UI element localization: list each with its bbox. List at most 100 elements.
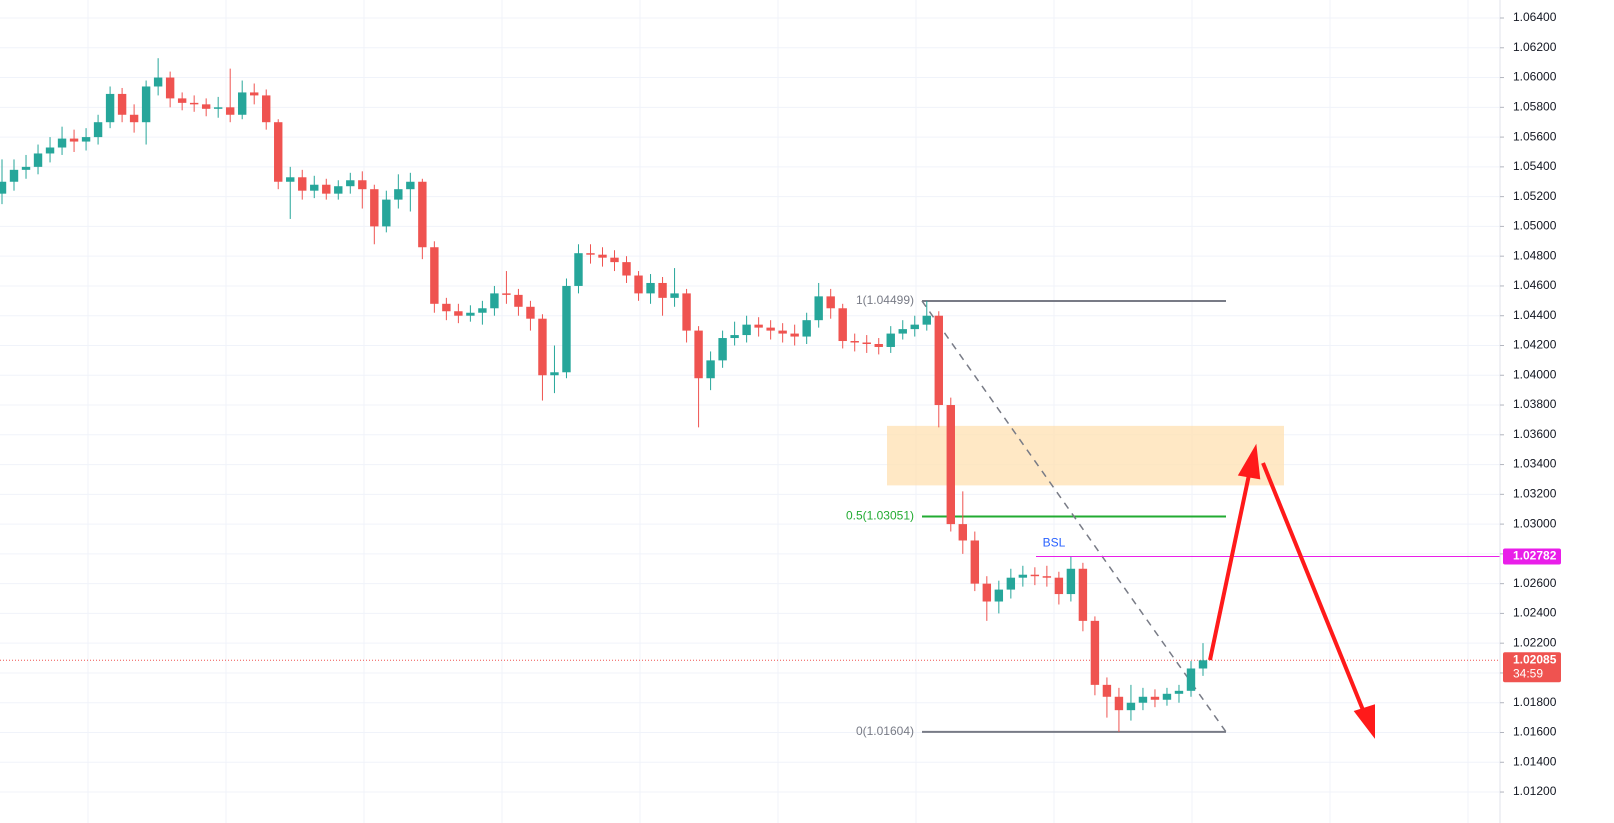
y-tick-label: 1.05600 bbox=[1513, 129, 1557, 143]
y-tick-label: 1.04000 bbox=[1513, 367, 1557, 381]
candle-body bbox=[970, 540, 980, 584]
candle-body bbox=[910, 324, 919, 330]
fib-label: 1(1.04499) bbox=[856, 293, 914, 307]
candle-body bbox=[406, 181, 415, 190]
candle-body bbox=[850, 341, 859, 343]
candle-body bbox=[21, 166, 31, 170]
candle-body bbox=[478, 308, 487, 313]
candle-body bbox=[382, 199, 391, 227]
candle-body bbox=[682, 293, 691, 331]
candle-body bbox=[153, 77, 163, 87]
y-tick-label: 1.01200 bbox=[1513, 784, 1557, 798]
arrow-up-shaft bbox=[1208, 469, 1252, 661]
candle-body bbox=[274, 122, 283, 182]
candle-body bbox=[766, 327, 775, 331]
candle-body bbox=[322, 184, 331, 194]
candle-body bbox=[1042, 576, 1052, 578]
candle-body bbox=[754, 324, 763, 328]
bsl-label: BSL bbox=[1043, 536, 1066, 550]
candle-body bbox=[286, 177, 295, 182]
y-tick-label: 1.01800 bbox=[1513, 695, 1557, 709]
y-tick-label: 1.04800 bbox=[1513, 248, 1557, 262]
candle-body bbox=[129, 114, 139, 123]
supply-zone bbox=[887, 425, 1284, 486]
candle-body bbox=[45, 147, 55, 154]
y-tick-label: 1.05000 bbox=[1513, 219, 1557, 233]
candle-body bbox=[550, 372, 559, 376]
candle-body bbox=[1006, 577, 1016, 590]
candle-body bbox=[213, 107, 223, 109]
y-tick-label: 1.03200 bbox=[1513, 487, 1557, 501]
y-tick-label: 1.04400 bbox=[1513, 308, 1557, 322]
y-tick-label: 1.03800 bbox=[1513, 397, 1557, 411]
candle-body bbox=[670, 293, 679, 298]
candle-body bbox=[634, 275, 643, 294]
y-tick-label: 1.03000 bbox=[1513, 516, 1557, 530]
last-price-tag bbox=[1503, 652, 1561, 683]
candle-body bbox=[225, 107, 235, 115]
y-tick-label: 1.03400 bbox=[1513, 457, 1557, 471]
candle-body bbox=[538, 318, 547, 376]
candle-body bbox=[742, 324, 751, 336]
candle-body bbox=[874, 343, 883, 347]
y-tick-label: 1.02400 bbox=[1513, 606, 1557, 620]
candle-body bbox=[370, 189, 379, 227]
candle-body bbox=[466, 312, 475, 316]
candle-body bbox=[562, 285, 571, 373]
candle-body bbox=[189, 102, 199, 105]
y-tick-label: 1.01600 bbox=[1513, 725, 1557, 739]
price-axis: 1.012001.014001.016001.018001.020001.022… bbox=[1500, 10, 1561, 798]
candle-body bbox=[165, 77, 175, 99]
candle-body bbox=[982, 583, 992, 602]
candle-body bbox=[9, 169, 19, 182]
candle-body bbox=[586, 253, 595, 255]
y-tick-label: 1.05800 bbox=[1513, 99, 1557, 113]
candle-body bbox=[201, 104, 211, 109]
y-tick-label: 1.06000 bbox=[1513, 70, 1557, 84]
arrow-down-head bbox=[1353, 704, 1375, 739]
y-tick-label: 1.05400 bbox=[1513, 159, 1557, 173]
candle-body bbox=[622, 262, 631, 276]
candle-body bbox=[237, 92, 247, 115]
candle-body bbox=[1102, 684, 1112, 697]
candle-body bbox=[177, 98, 187, 103]
y-tick-label: 1.02200 bbox=[1513, 635, 1557, 649]
candle-body bbox=[946, 405, 955, 525]
candle-body bbox=[442, 303, 451, 312]
candle-body bbox=[334, 186, 343, 194]
projection-arrows bbox=[1208, 443, 1375, 739]
candle-body bbox=[598, 254, 607, 258]
y-tick-label: 1.04600 bbox=[1513, 278, 1557, 292]
last-price-label: 1.02085 bbox=[1513, 652, 1557, 666]
candle-body bbox=[105, 93, 115, 123]
candle-body bbox=[33, 153, 43, 167]
candle-body bbox=[778, 330, 787, 334]
candle-body bbox=[298, 177, 307, 191]
candle-body bbox=[802, 320, 811, 337]
candle-body bbox=[574, 253, 583, 286]
candle-body bbox=[514, 294, 523, 307]
candle-body bbox=[1186, 668, 1196, 691]
candles bbox=[0, 58, 1208, 732]
candle-body bbox=[526, 306, 535, 319]
candle-body bbox=[1138, 696, 1148, 703]
candle-body bbox=[994, 589, 1004, 602]
y-tick-label: 1.06400 bbox=[1513, 10, 1557, 24]
arrow-down-shaft bbox=[1261, 462, 1367, 716]
candle-body bbox=[81, 137, 91, 142]
candle-body bbox=[69, 138, 79, 142]
vertical-grid bbox=[87, 0, 1469, 823]
candle-body bbox=[826, 296, 835, 309]
candle-body bbox=[141, 86, 151, 123]
candle-body bbox=[93, 122, 103, 138]
countdown-label: 34:59 bbox=[1513, 666, 1543, 680]
candle-body bbox=[898, 329, 907, 334]
candle-body bbox=[730, 335, 739, 339]
candle-body bbox=[1090, 620, 1100, 685]
candle-body bbox=[1162, 693, 1172, 700]
candle-body bbox=[718, 338, 727, 361]
candle-body bbox=[0, 181, 7, 194]
candle-body bbox=[346, 180, 355, 187]
candle-body bbox=[310, 184, 319, 191]
